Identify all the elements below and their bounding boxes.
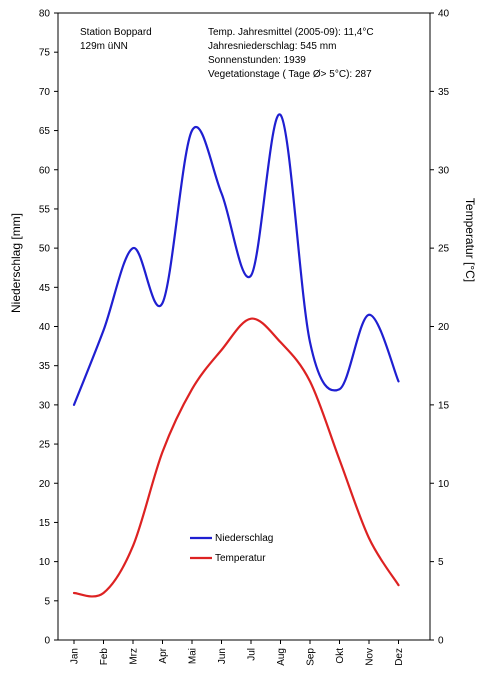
y-left-tick-label-11: 55 xyxy=(39,204,51,215)
y-right-tick-label-8: 40 xyxy=(438,9,450,20)
y-left-tick-label-7: 35 xyxy=(39,361,51,372)
x-tick-label-3: Apr xyxy=(158,647,169,663)
y-axis-title-right: Temperatur [°C] xyxy=(463,198,477,282)
x-tick-label-10: Nov xyxy=(365,648,376,666)
stat-line-3: Sonnenstunden: 1939 xyxy=(208,55,306,66)
series-line-temperatur xyxy=(72,317,400,598)
x-tick-label-8: Sep xyxy=(306,648,317,666)
y-right-tick-label-1: 5 xyxy=(438,557,444,568)
x-tick-label-9: Okt xyxy=(335,648,346,664)
x-tick-label-2: Mrz xyxy=(129,648,140,665)
y-left-tick-label-13: 65 xyxy=(39,126,51,137)
y-left-tick-label-5: 25 xyxy=(39,440,51,451)
x-tick-label-1: Feb xyxy=(99,648,110,666)
y-right-tick-label-5: 25 xyxy=(438,244,450,255)
y-left-tick-label-8: 40 xyxy=(39,322,51,333)
y-right-tick-label-7: 35 xyxy=(438,87,450,98)
x-tick-label-6: Jul xyxy=(247,648,258,661)
stat-line-1: Temp. Jahresmittel (2005-09): 11,4°C xyxy=(208,27,374,38)
series-layer xyxy=(72,113,400,598)
y-axis-title-left: Niederschlag [mm] xyxy=(9,213,23,313)
x-tick-label-5: Jun xyxy=(217,648,228,664)
legend-label-niederschlag: Niederschlag xyxy=(215,533,273,544)
y-left-tick-label-2: 10 xyxy=(39,557,51,568)
x-tick-label-7: Aug xyxy=(276,648,287,666)
x-tick-label-4: Mai xyxy=(188,648,199,664)
y-left-tick-label-4: 20 xyxy=(39,479,51,490)
y-left-tick-label-10: 50 xyxy=(39,244,51,255)
y-axis-left: 0 5 10 15 20 25 30 35 40 45 50 55 60 65 70 75 80 xyxy=(39,9,58,647)
y-right-tick-label-4: 20 xyxy=(438,322,450,333)
y-left-tick-label-16: 80 xyxy=(39,9,51,20)
legend: Niederschlag Temperatur xyxy=(190,533,273,564)
station-name: Station Boppard xyxy=(80,27,152,38)
station-altitude: 129m üNN xyxy=(80,41,128,52)
legend-label-temperatur: Temperatur xyxy=(215,553,266,564)
y-left-tick-label-9: 45 xyxy=(39,283,51,294)
stat-line-4: Vegetationstage ( Tage Ø> 5°C): 287 xyxy=(208,69,372,80)
y-left-tick-label-15: 75 xyxy=(39,48,51,59)
y-right-tick-label-0: 0 xyxy=(438,636,444,647)
x-tick-label-11: Dez xyxy=(394,648,405,666)
y-left-tick-label-3: 15 xyxy=(39,518,51,529)
x-axis: Jan Feb Mrz Apr Mai Jun Jul Aug Sep Okt Nov Dez xyxy=(70,640,405,666)
y-axis-right: 0 5 10 15 20 25 30 35 40 xyxy=(430,9,450,647)
y-left-tick-label-12: 60 xyxy=(39,165,51,176)
x-tick-label-0: Jan xyxy=(70,648,81,664)
y-right-tick-label-6: 30 xyxy=(438,165,450,176)
y-right-tick-label-2: 10 xyxy=(438,479,450,490)
y-left-tick-label-14: 70 xyxy=(39,87,51,98)
y-left-tick-label-6: 30 xyxy=(39,400,51,411)
y-left-tick-label-0: 0 xyxy=(44,636,50,647)
y-left-tick-label-1: 5 xyxy=(44,596,50,607)
y-right-tick-label-3: 15 xyxy=(438,400,450,411)
series-line-niederschlag xyxy=(72,113,400,406)
stat-line-2: Jahresniederschlag: 545 mm xyxy=(208,41,336,52)
